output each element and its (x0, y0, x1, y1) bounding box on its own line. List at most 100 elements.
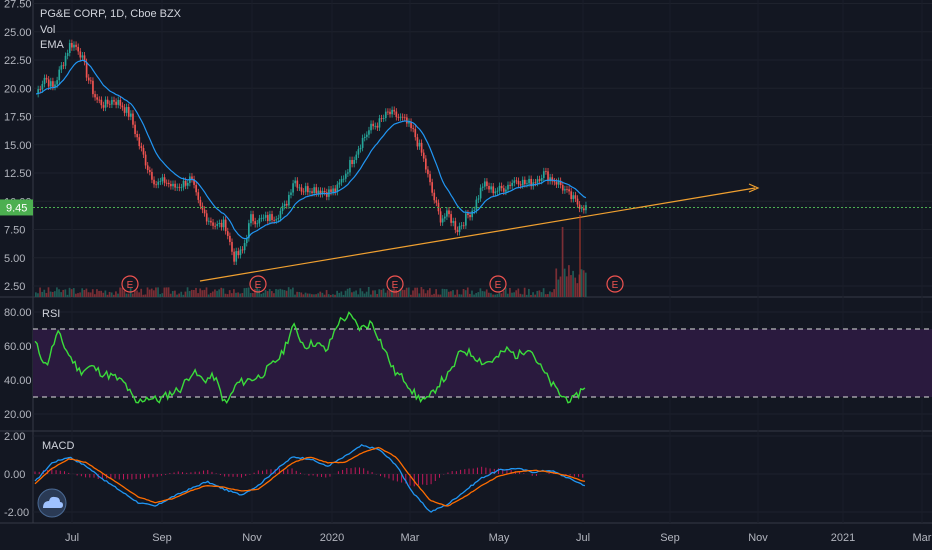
candle-body (313, 187, 316, 194)
volume-bar (87, 292, 90, 297)
candle-body (256, 223, 259, 225)
volume-bar (125, 293, 128, 297)
candle-body (64, 55, 67, 66)
volume-bar (161, 293, 164, 297)
volume-bar (397, 292, 400, 297)
candle-body (136, 134, 139, 138)
volume-bar (410, 294, 412, 297)
candle-body (372, 123, 374, 127)
volume-bar (378, 289, 381, 297)
volume-bar (361, 291, 364, 297)
candle-body (193, 179, 195, 185)
volume-bar (289, 289, 292, 297)
volume-bar (355, 290, 357, 297)
candle-body (125, 107, 128, 113)
candle-body (165, 182, 168, 184)
price-tick-label: 7.50 (4, 225, 25, 237)
candle-body (39, 89, 42, 90)
candle-body (184, 180, 187, 186)
candle-body (271, 214, 273, 220)
volume-bar (576, 283, 579, 297)
volume-bar (279, 288, 282, 297)
price-candles (37, 39, 587, 266)
candle-body (422, 152, 425, 159)
volume-bar (203, 289, 206, 297)
candle-body (559, 180, 562, 186)
candle-body (229, 235, 231, 242)
candle-body (273, 219, 275, 221)
volume-bar (405, 287, 408, 297)
volume-bar (245, 287, 248, 297)
candle-body (47, 79, 50, 87)
candle-body (220, 222, 223, 228)
volume-bar (199, 288, 202, 297)
candle-body (391, 109, 393, 115)
candle-body (467, 213, 469, 216)
volume-bar (414, 287, 416, 297)
volume-bar (190, 289, 193, 297)
candle-body (471, 210, 474, 218)
rsi-tick-label: 80.00 (4, 307, 32, 319)
candle-body (290, 192, 292, 195)
volume-bar (464, 290, 467, 297)
volume-bar (321, 292, 324, 297)
volume-bar (559, 276, 562, 297)
candle-body (182, 180, 185, 188)
candle-body (403, 117, 406, 119)
volume-bar (369, 294, 372, 297)
volume-bar (534, 294, 537, 297)
cloud-icon[interactable] (37, 488, 67, 518)
candle-body (374, 125, 377, 127)
candle-body (224, 219, 227, 232)
candle-body (186, 182, 189, 186)
volume-bar (498, 292, 501, 297)
candle-body (277, 218, 280, 220)
volume-bar (72, 288, 75, 297)
candle-body (490, 186, 492, 190)
price-tick-label: 2.50 (4, 281, 25, 293)
earnings-marker-label: E (495, 280, 502, 291)
volume-bar (106, 294, 109, 297)
volume-bar (140, 288, 143, 297)
candle-body (477, 198, 480, 200)
volume-bar (443, 289, 446, 297)
volume-bar (197, 293, 199, 297)
candle-body (140, 146, 143, 149)
volume-bar (528, 288, 530, 297)
volume-bar (462, 289, 465, 297)
candle-body (296, 180, 299, 188)
volume-bar (433, 293, 435, 297)
volume-bar (89, 292, 92, 297)
volume-bar (273, 293, 275, 297)
candle-body (576, 198, 579, 205)
candle-body (142, 148, 145, 155)
volume-bar (315, 294, 317, 297)
volume-bar (367, 287, 370, 297)
candle-body (180, 187, 183, 189)
volume-bar (578, 274, 581, 297)
signal-polyline (34, 446, 586, 507)
candle-body (288, 194, 290, 206)
candle-body (304, 186, 307, 192)
volume-bar (186, 287, 189, 297)
volume-bar (403, 289, 406, 297)
volume-bar (509, 287, 511, 297)
x-tick-label: Mar (401, 532, 420, 544)
volume-bar (165, 287, 168, 297)
volume-bar (226, 294, 229, 297)
volume-bar (329, 294, 332, 297)
candle-body (172, 183, 174, 187)
candle-body (456, 229, 459, 233)
candle-body (119, 99, 122, 106)
volume-bar (167, 287, 170, 297)
volume-bar (39, 287, 41, 297)
x-tick-label: Jul (576, 532, 590, 544)
x-tick-label: Nov (748, 532, 768, 544)
candle-body (52, 81, 54, 87)
volume-bar (525, 294, 528, 297)
candle-body (349, 160, 351, 173)
volume-bar (428, 288, 431, 297)
candle-body (435, 200, 438, 203)
candle-body (157, 181, 160, 185)
